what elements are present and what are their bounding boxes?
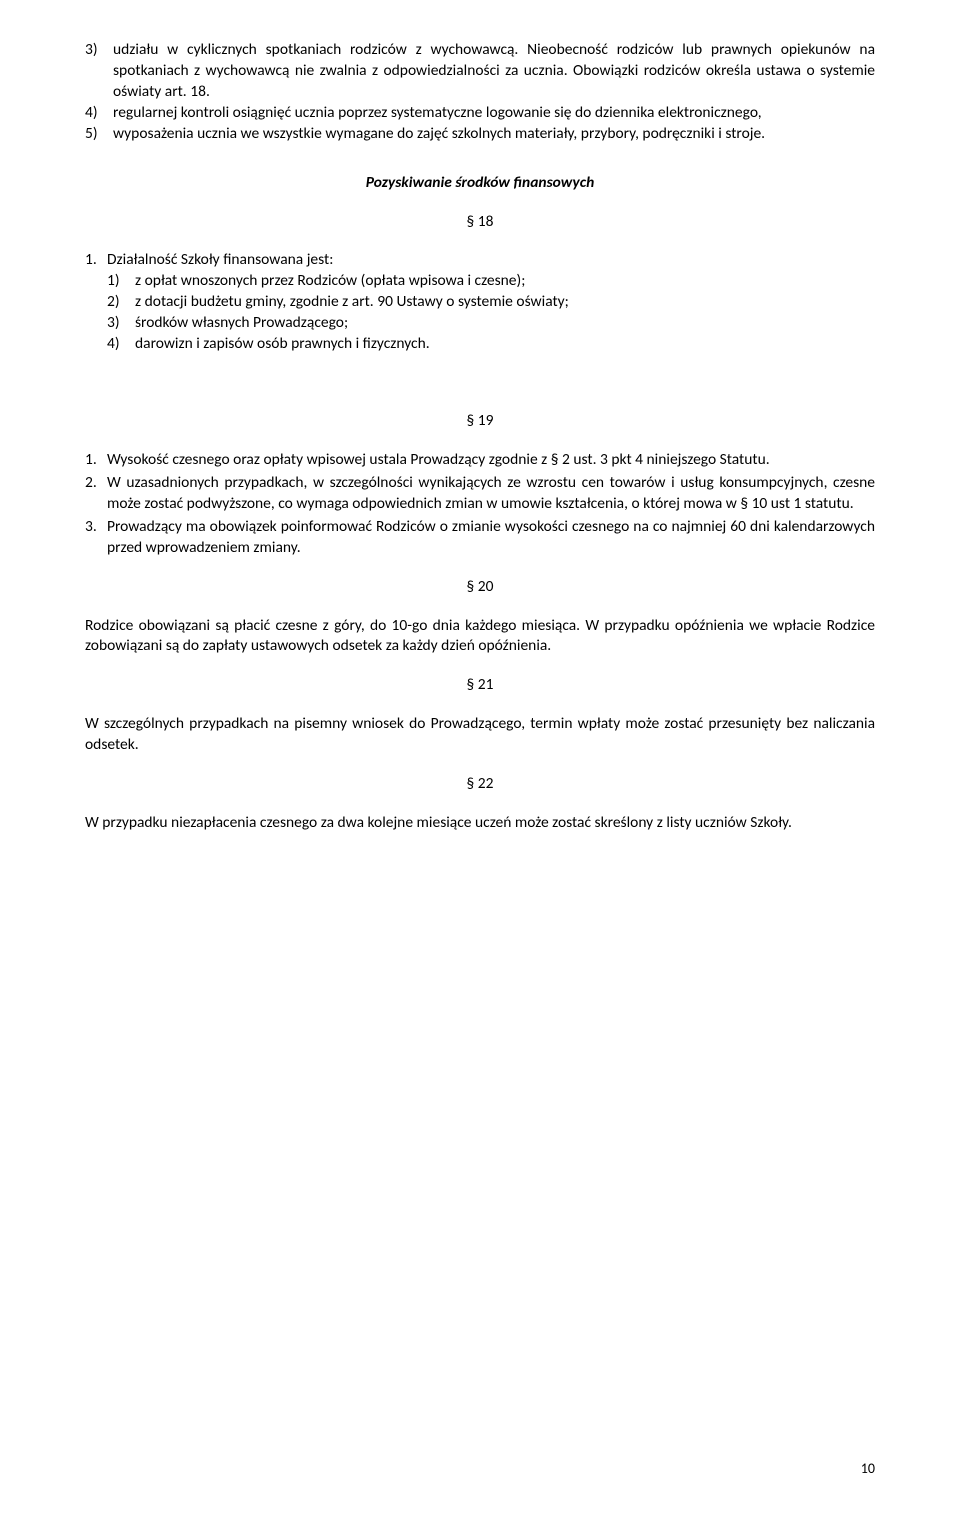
list-item: 1. Wysokość czesnego oraz opłaty wpisowe… <box>85 450 875 471</box>
list-item-text: wyposażenia ucznia we wszystkie wymagane… <box>113 124 875 145</box>
list-item-number: 4) <box>107 334 135 355</box>
s18-sub-list: 1) z opłat wnoszonych przez Rodziców (op… <box>107 271 875 355</box>
list-item: 5) wyposażenia ucznia we wszystkie wymag… <box>85 124 875 145</box>
list-item: 4) darowizn i zapisów osób prawnych i fi… <box>107 334 875 355</box>
list-item-text: W uzasadnionych przypadkach, w szczególn… <box>107 473 875 515</box>
list-item-text: z opłat wnoszonych przez Rodziców (opłat… <box>135 271 875 292</box>
list-item: 3) udziału w cyklicznych spotkaniach rod… <box>85 40 875 103</box>
page-number: 10 <box>861 1460 875 1479</box>
list-item: 2. W uzasadnionych przypadkach, w szczeg… <box>85 473 875 515</box>
top-paren-list: 3) udziału w cyklicznych spotkaniach rod… <box>85 40 875 145</box>
s22-paragraph: W przypadku niezapłacenia czesnego za dw… <box>85 813 875 834</box>
list-item: 2) z dotacji budżetu gminy, zgodnie z ar… <box>107 292 875 313</box>
section-heading-funding: Pozyskiwanie środków finansowych <box>85 173 875 194</box>
list-item-text: regularnej kontroli osiągnięć ucznia pop… <box>113 103 875 124</box>
list-item-text: środków własnych Prowadzącego; <box>135 313 875 334</box>
s18-main-list: 1. Działalność Szkoły finansowana jest: … <box>85 250 875 355</box>
list-item-number: 1) <box>107 271 135 292</box>
list-item-number: 3) <box>85 40 113 103</box>
section-number-19: § 19 <box>85 411 875 432</box>
list-item-number: 4) <box>85 103 113 124</box>
list-item-number: 2) <box>107 292 135 313</box>
s19-main-list: 1. Wysokość czesnego oraz opłaty wpisowe… <box>85 450 875 559</box>
list-item-text: Prowadzący ma obowiązek poinformować Rod… <box>107 517 875 559</box>
list-item-text: z dotacji budżetu gminy, zgodnie z art. … <box>135 292 875 313</box>
list-item-number: 1. <box>85 450 107 471</box>
list-item-number: 2. <box>85 473 107 515</box>
section-number-20: § 20 <box>85 577 875 598</box>
section-number-22: § 22 <box>85 774 875 795</box>
list-item: 1. Działalność Szkoły finansowana jest: … <box>85 250 875 355</box>
list-item-number: 1. <box>85 250 107 355</box>
s21-paragraph: W szczególnych przypadkach na pisemny wn… <box>85 714 875 756</box>
section-number-18: § 18 <box>85 212 875 233</box>
list-item: 1) z opłat wnoszonych przez Rodziców (op… <box>107 271 875 292</box>
list-item: 3) środków własnych Prowadzącego; <box>107 313 875 334</box>
section-number-21: § 21 <box>85 675 875 696</box>
list-item-body: Działalność Szkoły finansowana jest: 1) … <box>107 250 875 355</box>
list-item: 4) regularnej kontroli osiągnięć ucznia … <box>85 103 875 124</box>
s20-paragraph: Rodzice obowiązani są płacić czesne z gó… <box>85 616 875 658</box>
list-item: 3. Prowadzący ma obowiązek poinformować … <box>85 517 875 559</box>
list-item-number: 3. <box>85 517 107 559</box>
list-item-number: 5) <box>85 124 113 145</box>
list-item-intro: Działalność Szkoły finansowana jest: <box>107 250 333 269</box>
list-item-text: darowizn i zapisów osób prawnych i fizyc… <box>135 334 875 355</box>
list-item-text: udziału w cyklicznych spotkaniach rodzic… <box>113 40 875 103</box>
list-item-text: Wysokość czesnego oraz opłaty wpisowej u… <box>107 450 875 471</box>
list-item-number: 3) <box>107 313 135 334</box>
